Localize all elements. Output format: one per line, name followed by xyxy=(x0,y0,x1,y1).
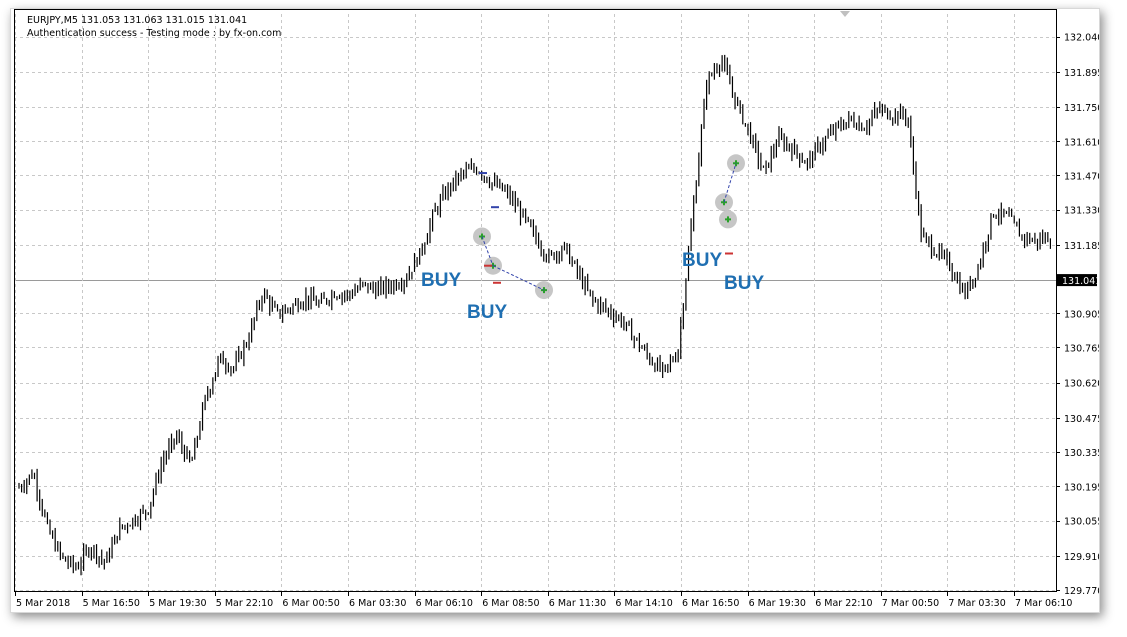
x-tick-label: 5 Mar 22:10 xyxy=(216,598,273,609)
y-tick-label: 130.905 xyxy=(1064,309,1099,320)
current-price-tag xyxy=(1057,274,1097,287)
buy-label: BUY xyxy=(682,250,723,271)
y-tick-label: 131.895 xyxy=(1064,68,1099,79)
y-tick-label: 129.770 xyxy=(1064,586,1099,597)
x-tick-label: 6 Mar 06:10 xyxy=(416,598,473,609)
y-tick-label: 130.475 xyxy=(1064,414,1099,425)
y-tick-label: 130.055 xyxy=(1064,517,1099,528)
x-tick-label: 7 Mar 06:10 xyxy=(1015,598,1072,609)
current-price-label: 131.041 xyxy=(1062,276,1099,287)
y-tick-label: 130.765 xyxy=(1064,343,1099,354)
y-tick-label: 131.185 xyxy=(1064,241,1099,252)
trade-marker-plus xyxy=(725,216,731,223)
trade-line xyxy=(481,236,494,266)
x-tick-label: 6 Mar 16:50 xyxy=(682,598,739,609)
y-tick-label: 131.610 xyxy=(1064,137,1099,148)
y-tick-label: 131.750 xyxy=(1064,103,1099,114)
buy-label: BUY xyxy=(421,270,462,291)
chart-window[interactable]: 132.040 131.895 131.750 131.610 131.470 131.3… xyxy=(10,8,1100,613)
x-tick-label: 5 Mar 19:30 xyxy=(149,598,206,609)
y-tick-label: 130.335 xyxy=(1064,448,1099,459)
x-tick-label: 5 Mar 16:50 xyxy=(83,598,140,609)
x-tick-label: 6 Mar 08:50 xyxy=(482,598,539,609)
y-tick-label: 130.195 xyxy=(1064,482,1099,493)
x-tick-label: 7 Mar 00:50 xyxy=(882,598,939,609)
x-tick-label: 6 Mar 11:30 xyxy=(549,598,606,609)
x-tick-label: 6 Mar 03:30 xyxy=(349,598,406,609)
scroll-marker-icon xyxy=(840,11,850,17)
x-tick-label: 6 Mar 19:30 xyxy=(749,598,806,609)
buy-label: BUY xyxy=(724,273,765,294)
trade-line xyxy=(492,265,545,291)
x-tick-label: 6 Mar 22:10 xyxy=(815,598,872,609)
auth-status-line: Authentication success - Testing mode : … xyxy=(27,28,282,39)
trade-marker-plus xyxy=(541,287,547,294)
x-tick-label: 6 Mar 00:50 xyxy=(282,598,339,609)
x-tick-label: 6 Mar 14:10 xyxy=(615,598,672,609)
candles xyxy=(18,54,1052,576)
y-tick-label: 131.330 xyxy=(1064,206,1099,217)
symbol-ohlc-line: EURJPY,M5 131.053 131.063 131.015 131.04… xyxy=(27,15,248,26)
x-tick-label: 5 Mar 2018 xyxy=(16,598,70,609)
y-tick-label: 131.470 xyxy=(1064,171,1099,182)
x-tick-label: 7 Mar 03:30 xyxy=(948,598,1005,609)
price-chart[interactable]: 132.040 131.895 131.750 131.610 131.470 131.3… xyxy=(11,9,1099,612)
y-tick-label: 129.910 xyxy=(1064,552,1099,563)
trade-line xyxy=(723,163,737,203)
plot-frame xyxy=(14,9,1057,592)
y-tick-label: 130.620 xyxy=(1064,379,1099,390)
y-tick-label: 132.040 xyxy=(1064,33,1099,44)
buy-label: BUY xyxy=(467,302,508,323)
